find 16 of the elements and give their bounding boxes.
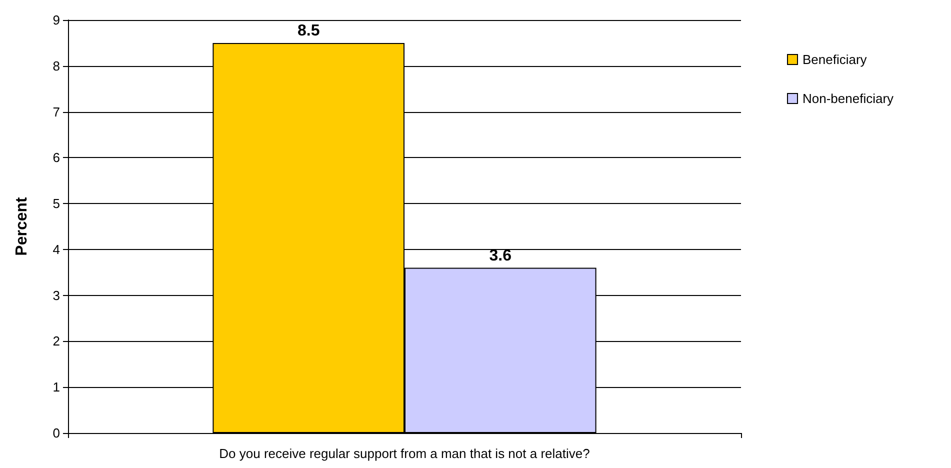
y-tick-label: 2: [52, 334, 60, 349]
x-tick-label: Do you receive regular support from a man that is not a relative?: [219, 446, 590, 461]
y-axis-title: Percent: [14, 196, 30, 256]
data-label: 3.6: [489, 247, 512, 264]
y-tick-label: 9: [52, 12, 60, 28]
y-tick-label: 7: [52, 104, 60, 120]
legend-label: Non-beneficiary: [802, 91, 894, 106]
y-tick-label: 5: [52, 196, 60, 212]
y-tick-label: 1: [52, 380, 60, 395]
y-tick-label: 0: [52, 426, 60, 440]
y-tick-label: 3: [52, 288, 60, 303]
y-tick-label: 6: [52, 150, 60, 166]
y-tick-label: 8: [52, 58, 60, 74]
legend-label: Beneficiary: [802, 52, 868, 67]
data-label: 8.5: [297, 22, 320, 40]
y-tick-label: 4: [52, 242, 60, 257]
